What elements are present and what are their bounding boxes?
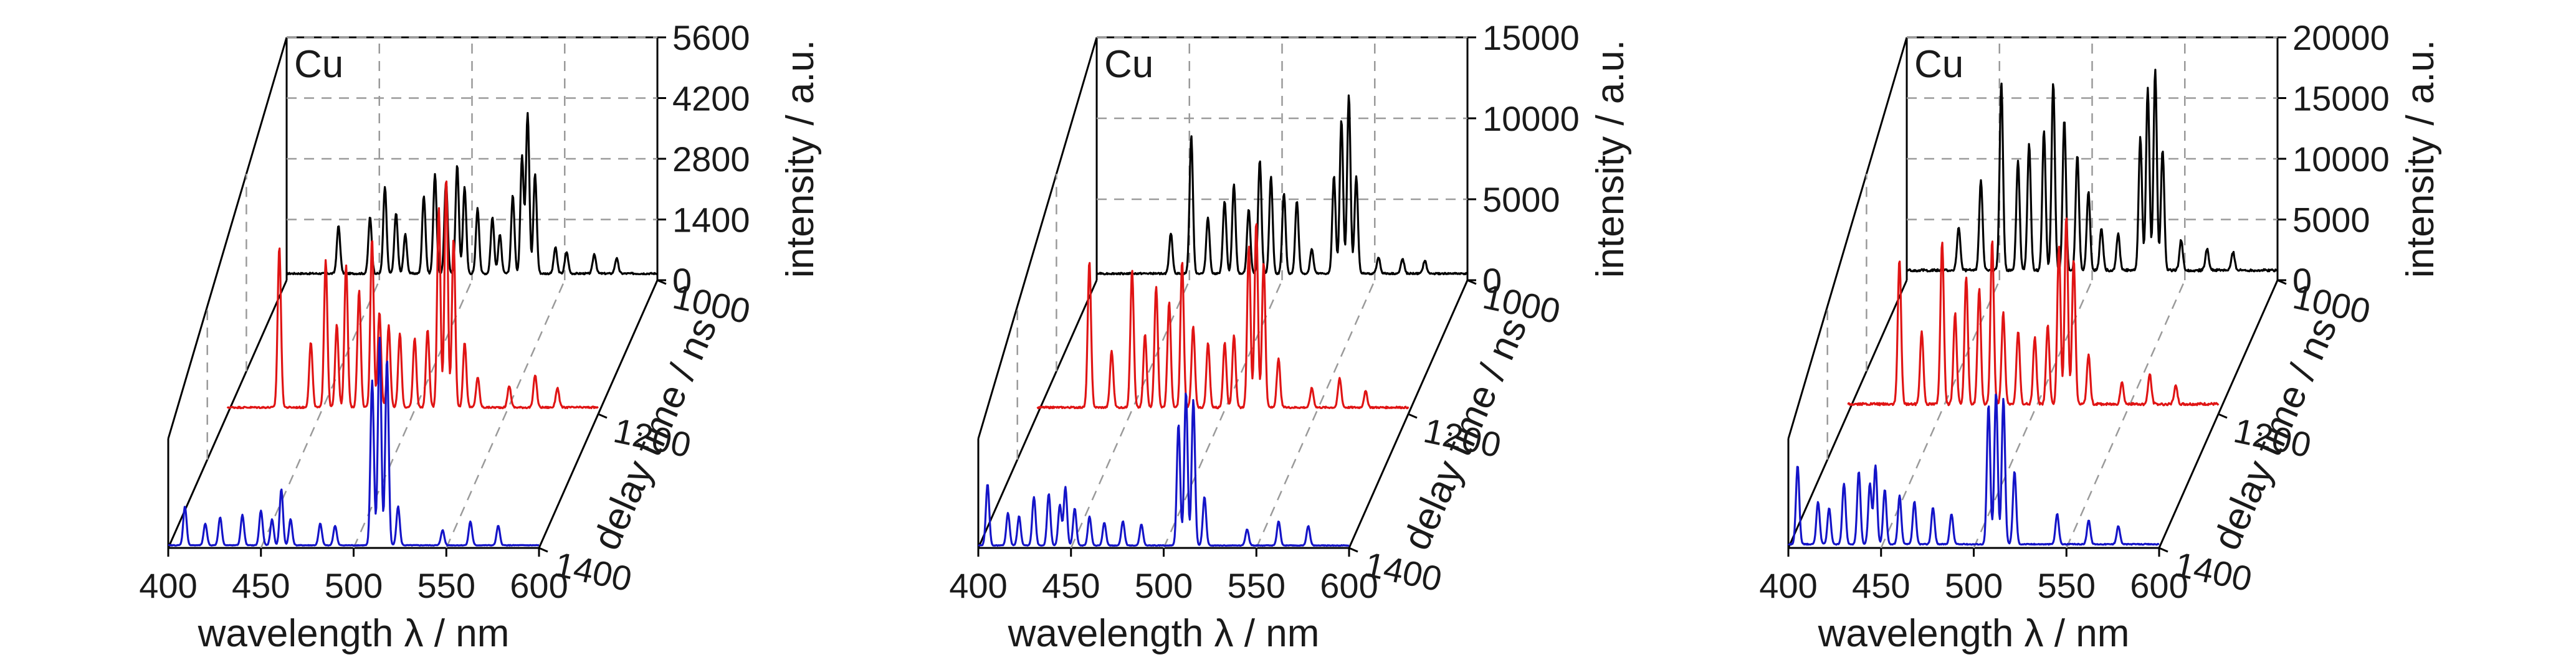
z-tick-mark bbox=[1408, 413, 1418, 419]
z-tick-mark bbox=[598, 413, 608, 419]
floor-grid-line bbox=[446, 280, 566, 549]
z-axis-label: delay time / ns bbox=[1395, 311, 1535, 556]
floor-grid-line bbox=[1070, 280, 1190, 549]
x-tick-label: 500 bbox=[1945, 566, 2003, 605]
y-axis-label: intensity / a.u. bbox=[1589, 40, 1632, 278]
series-line-1200 bbox=[1036, 223, 1410, 410]
x-tick-label: 450 bbox=[1042, 566, 1100, 605]
floor-left-edge bbox=[977, 280, 1098, 549]
left-wall-top-edge bbox=[167, 37, 288, 439]
x-tick-label: 500 bbox=[1135, 566, 1193, 605]
y-tick-label: 4200 bbox=[672, 79, 750, 118]
x-axis-label: wavelength λ / nm bbox=[198, 612, 510, 655]
y-tick-label: 0 bbox=[2292, 261, 2312, 300]
x-tick-label: 400 bbox=[949, 566, 1007, 605]
series-line-1400 bbox=[978, 392, 1350, 547]
x-tick-label: 600 bbox=[2130, 566, 2188, 605]
x-tick-label: 600 bbox=[1320, 566, 1378, 605]
y-tick-label: 15000 bbox=[2292, 79, 2390, 118]
left-wall-top-edge bbox=[977, 37, 1098, 439]
panel-title: Cu bbox=[294, 43, 343, 86]
floor-grid-line bbox=[1163, 280, 1283, 549]
series-line-1000 bbox=[1906, 68, 2278, 273]
z-axis-label: delay time / ns bbox=[2205, 311, 2345, 556]
y-tick-label: 15000 bbox=[1482, 18, 1580, 57]
left-wall-top-edge bbox=[1787, 37, 1908, 439]
z-tick-mark bbox=[1467, 279, 1477, 285]
panel-title: Cu bbox=[1104, 43, 1153, 86]
x-tick-label: 550 bbox=[417, 566, 475, 605]
y-tick-label: 0 bbox=[672, 261, 692, 300]
floor-grid-line bbox=[2066, 280, 2186, 549]
z-tick-mark bbox=[1348, 547, 1358, 553]
floor-grid-line bbox=[260, 280, 380, 549]
x-tick-label: 450 bbox=[232, 566, 290, 605]
y-tick-label: 1400 bbox=[672, 201, 750, 240]
y-tick-label: 5600 bbox=[672, 18, 750, 57]
y-tick-label: 2800 bbox=[672, 139, 750, 179]
z-tick-mark bbox=[538, 547, 548, 553]
y-tick-label: 5000 bbox=[1482, 180, 1560, 219]
floor-grid-line bbox=[1973, 280, 2093, 549]
series-line-1200 bbox=[1847, 217, 2220, 407]
floor-grid-line bbox=[1880, 280, 2000, 549]
x-tick-label: 450 bbox=[1852, 566, 1910, 605]
x-axis-label: wavelength λ / nm bbox=[1818, 612, 2130, 655]
z-tick-mark bbox=[2277, 279, 2287, 285]
x-tick-label: 600 bbox=[510, 566, 568, 605]
y-tick-label: 10000 bbox=[2292, 139, 2390, 179]
z-tick-mark bbox=[2218, 413, 2228, 419]
z-axis-label: delay time / ns bbox=[584, 311, 725, 556]
y-tick-label: 20000 bbox=[2292, 18, 2390, 57]
x-tick-label: 550 bbox=[1228, 566, 1286, 605]
y-axis-label: intensity / a.u. bbox=[2399, 40, 2442, 278]
floor-left-edge bbox=[1787, 280, 1908, 549]
x-tick-label: 500 bbox=[325, 566, 383, 605]
x-tick-label: 550 bbox=[2038, 566, 2096, 605]
z-tick-mark bbox=[657, 279, 667, 285]
series-line-1400 bbox=[1787, 394, 2160, 546]
x-tick-label: 400 bbox=[139, 566, 197, 605]
y-tick-label: 0 bbox=[1482, 261, 1502, 300]
series-line-1400 bbox=[168, 336, 540, 547]
series-line-1000 bbox=[286, 111, 659, 276]
floor-grid-line bbox=[353, 280, 473, 549]
z-tick-mark bbox=[2159, 547, 2168, 553]
floor-left-edge bbox=[167, 280, 288, 549]
x-tick-label: 400 bbox=[1759, 566, 1817, 605]
floor-grid-line bbox=[1256, 280, 1376, 549]
y-axis-label: intensity / a.u. bbox=[779, 40, 822, 278]
y-tick-label: 5000 bbox=[2292, 201, 2370, 240]
x-axis-label: wavelength λ / nm bbox=[1008, 612, 1320, 655]
panel-title: Cu bbox=[1914, 43, 1963, 86]
y-tick-label: 10000 bbox=[1482, 99, 1580, 138]
series-line-1000 bbox=[1096, 94, 1469, 276]
series-line-1200 bbox=[226, 180, 599, 410]
